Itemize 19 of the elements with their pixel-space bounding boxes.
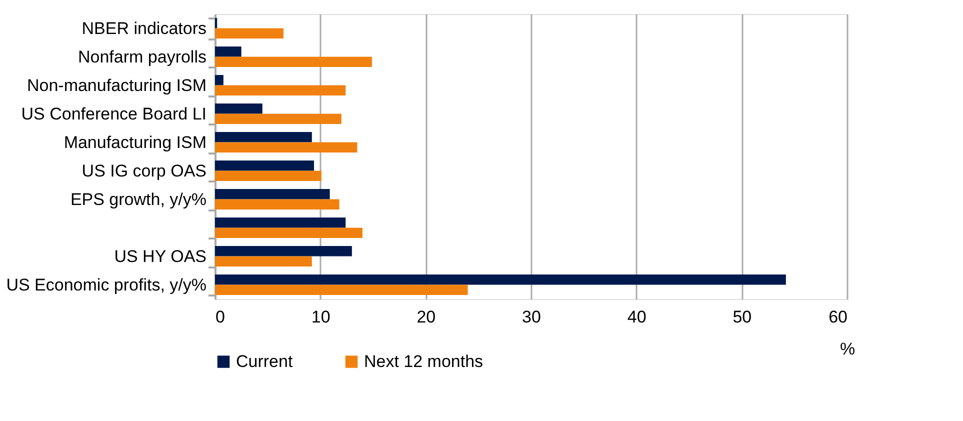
y-tick-label: EPS growth, y/y%	[70, 190, 206, 209]
x-tick-label: 40	[627, 308, 646, 326]
x-tick-label: 50	[732, 308, 752, 326]
x-tick-label: 0	[216, 308, 225, 326]
y-tick-label: US Conference Board LI	[21, 104, 206, 124]
x-tick-label: 60	[828, 308, 848, 326]
y-tick-label: Manufacturing ISM	[64, 132, 206, 152]
y-tick-label: Nonfarm payrolls	[78, 47, 206, 66]
x-tick-label: 30	[522, 308, 541, 326]
x-tick-label: 10	[311, 308, 330, 326]
y-tick-label: US IG corp OAS	[82, 161, 206, 180]
y-tick-label: Non-manufacturing ISM	[26, 76, 206, 95]
legend-label: Current	[236, 352, 293, 371]
y-tick-label: US HY OAS	[114, 246, 206, 266]
x-axis-title: %	[840, 340, 856, 358]
x-tick-label: 20	[416, 308, 436, 326]
legend-label: Next 12 months	[364, 352, 484, 371]
y-tick-label: US Economic profits, y/y%	[6, 275, 206, 294]
y-tick-label: NBER indicators	[82, 18, 206, 38]
